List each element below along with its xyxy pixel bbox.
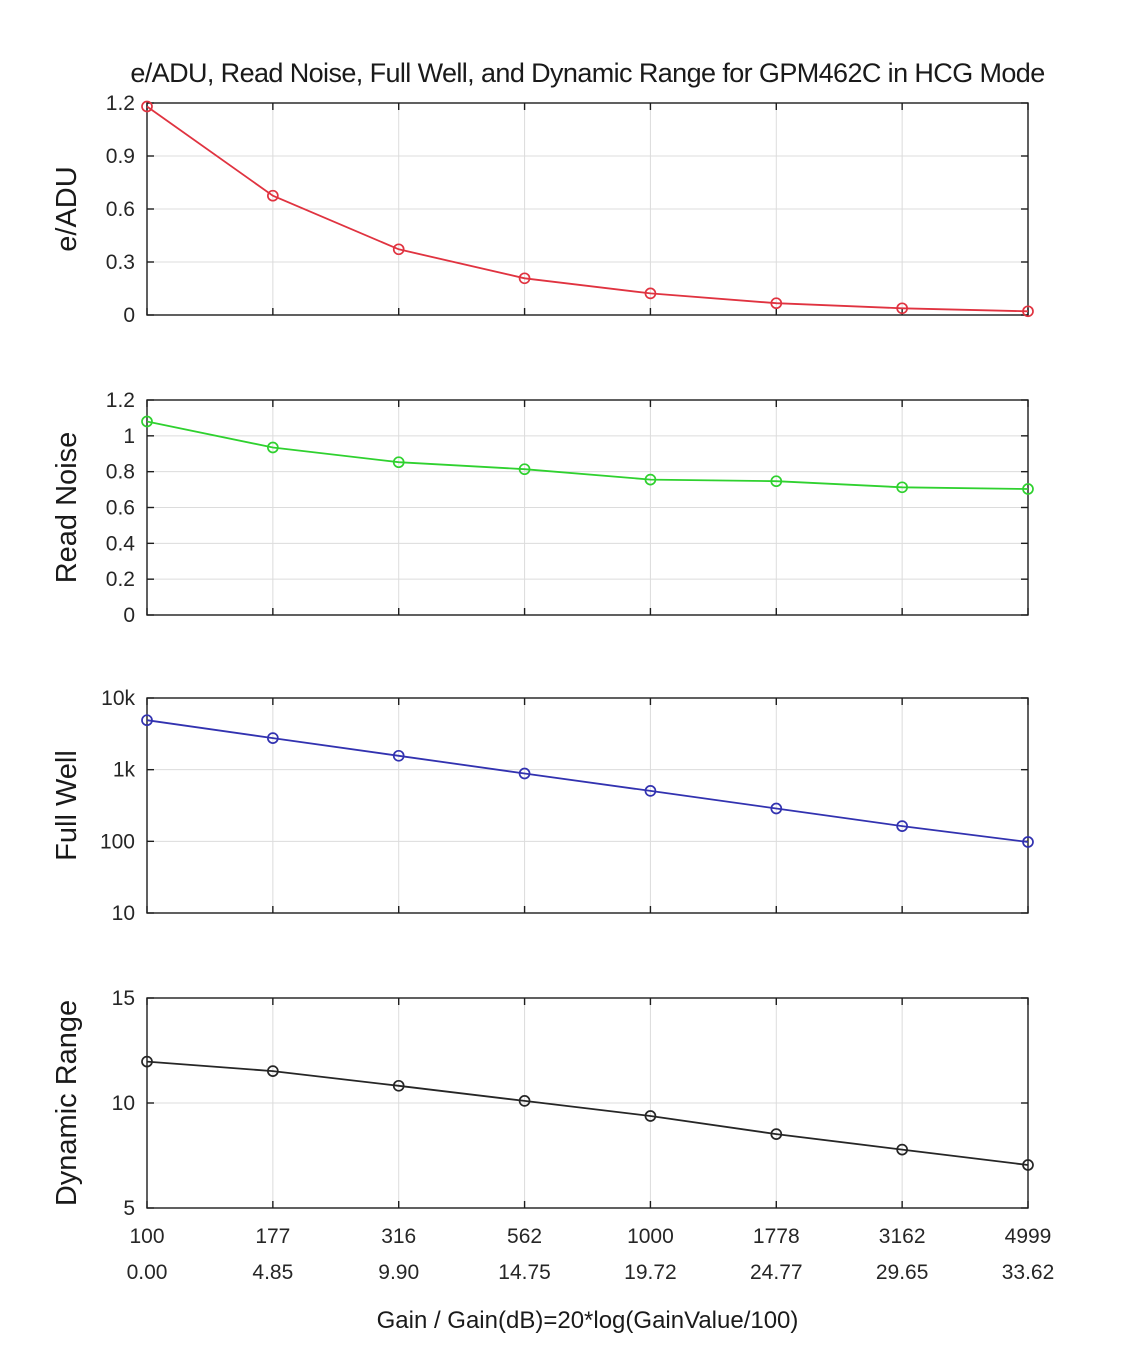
data-point-marker	[896, 820, 908, 832]
x-tick-label-gain: 3162	[879, 1225, 926, 1248]
data-point-marker	[1022, 1159, 1034, 1171]
data-point-marker	[896, 302, 908, 315]
y-tick-label: 15	[112, 987, 135, 1010]
x-tick-label-gain: 1000	[627, 1225, 674, 1248]
x-tick-label-db: 0.00	[127, 1261, 168, 1284]
y-tick-label: 10k	[101, 687, 135, 710]
y-tick-label: 1.2	[106, 92, 135, 115]
x-tick-label-db: 29.65	[876, 1261, 929, 1284]
x-axis: 100 177 316 562 1000 1778 3162 4999 0.00 4.85 9.90…	[127, 1225, 1055, 1334]
y-axis-label: e/ADU	[51, 166, 83, 251]
y-tick-label: 100	[100, 830, 135, 853]
data-point-marker	[267, 441, 279, 454]
data-point-marker	[896, 1143, 908, 1156]
y-tick-label: 0	[123, 604, 135, 627]
y-axis-label: Read Noise	[51, 432, 83, 584]
data-point-marker	[392, 456, 405, 469]
x-tick-label-gain: 316	[381, 1225, 416, 1248]
data-point-marker	[518, 272, 531, 285]
x-tick-label-db: 19.72	[624, 1261, 677, 1284]
x-axis-label: Gain / Gain(dB)=20*log(GainValue/100)	[377, 1307, 799, 1334]
data-point-marker	[770, 1128, 783, 1140]
data-point-marker	[392, 243, 405, 256]
y-tick-label: 0.6	[106, 497, 135, 520]
x-tick-label-gain: 1778	[753, 1225, 800, 1248]
data-point-marker	[141, 100, 153, 113]
data-point-marker	[1022, 483, 1034, 495]
y-tick-label: 0	[123, 304, 135, 327]
data-point-marker	[1022, 836, 1034, 848]
data-point-marker	[644, 287, 657, 300]
y-tick-label: 5	[123, 1197, 135, 1220]
x-tick-label-gain: 4999	[1005, 1225, 1052, 1248]
data-point-marker	[644, 473, 657, 486]
data-point-marker	[141, 1055, 153, 1068]
data-line-red	[146, 105, 1029, 313]
y-tick-label: 0.2	[106, 568, 135, 591]
y-tick-label: 10	[112, 902, 135, 925]
y-tick-label: 0.9	[106, 145, 135, 168]
x-tick-label-db: 33.62	[1002, 1261, 1055, 1284]
x-tick-label-gain: 100	[129, 1225, 164, 1248]
x-tick-label-gain: 562	[507, 1225, 542, 1248]
data-point-marker	[644, 1110, 657, 1122]
y-tick-label: 0.6	[106, 198, 135, 221]
data-point-marker	[644, 785, 657, 797]
figure-title: e/ADU, Read Noise, Full Well, and Dynami…	[130, 58, 1045, 88]
y-axis-label: Full Well	[51, 750, 83, 861]
y-tick-label: 0.3	[106, 251, 135, 274]
data-line-blue	[146, 719, 1029, 843]
axes-box	[146, 697, 1029, 914]
data-point-marker	[518, 767, 531, 780]
y-tick-label: 10	[112, 1092, 135, 1115]
data-point-marker	[267, 732, 279, 744]
subplot-full-well: 10 100 1k 10k Full Well	[51, 687, 1034, 925]
y-axis-label: Dynamic Range	[51, 1000, 83, 1206]
data-line-green	[146, 420, 1029, 490]
x-tick-label-db: 14.75	[498, 1261, 551, 1284]
x-tick-label-db: 9.90	[378, 1261, 419, 1284]
x-tick-label-db: 4.85	[252, 1261, 293, 1284]
data-point-marker	[267, 1065, 279, 1077]
data-point-marker	[1022, 305, 1034, 318]
y-tick-label: 1k	[113, 759, 136, 782]
data-point-marker	[518, 463, 531, 476]
data-line-black	[146, 1060, 1029, 1166]
data-point-marker	[141, 714, 153, 727]
x-tick-label-db: 24.77	[750, 1261, 803, 1284]
data-point-marker	[392, 1079, 405, 1092]
subplot-e-adu: 0 0.3 0.6 0.9 1.2 e/ADU	[51, 92, 1034, 327]
y-tick-label: 0.8	[106, 461, 135, 484]
data-point-marker	[392, 749, 405, 762]
data-point-marker	[141, 415, 153, 428]
x-tick-label-gain: 177	[255, 1225, 290, 1248]
data-point-marker	[770, 475, 783, 488]
data-point-marker	[267, 189, 279, 202]
y-tick-label: 1.2	[106, 389, 135, 412]
data-point-marker	[518, 1095, 531, 1107]
data-point-marker	[896, 481, 908, 494]
data-point-marker	[770, 802, 783, 815]
y-tick-label: 0.4	[106, 532, 136, 555]
y-tick-label: 1	[123, 425, 135, 448]
subplot-dynamic-range: 5 10 15 Dynamic Range	[51, 987, 1034, 1220]
data-point-marker	[770, 297, 783, 310]
subplot-read-noise: 0 0.2 0.4 0.6 0.8 1 1.2 Read Noise	[51, 389, 1034, 627]
